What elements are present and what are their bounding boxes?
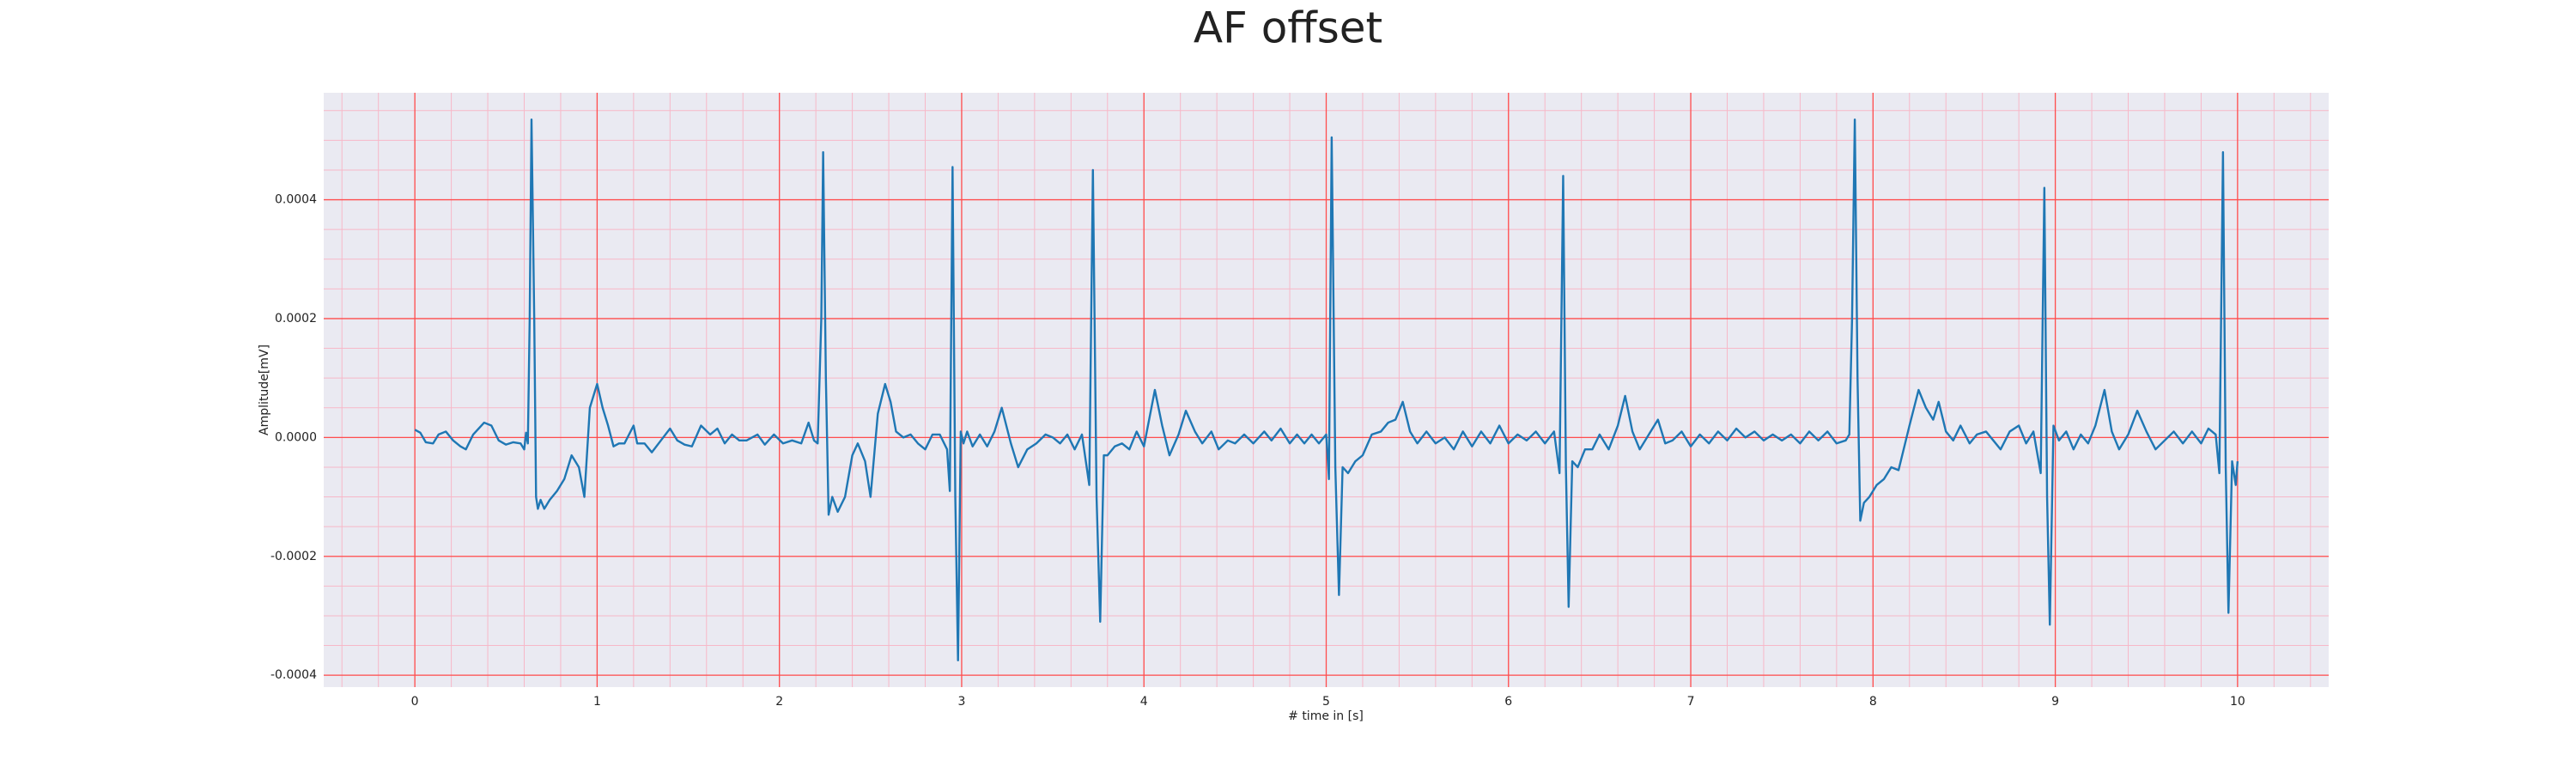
x-tick-label: 1: [593, 695, 601, 709]
x-axis-label: # time in [s]: [1288, 709, 1364, 723]
chart-title: AF offset: [1194, 3, 1382, 53]
x-tick-label: 7: [1687, 695, 1695, 709]
signal-line: [414, 118, 2239, 662]
x-tick-label: 6: [1504, 695, 1512, 709]
y-tick-label: 0.0000: [275, 430, 317, 444]
x-tick-label: 8: [1869, 695, 1877, 709]
x-tick-label: 9: [2051, 695, 2059, 709]
y-tick-label: 0.0004: [275, 193, 317, 207]
y-axis-label: Amplitude[mV]: [258, 344, 271, 435]
x-tick-label: 2: [775, 695, 783, 709]
x-tick-label: 3: [957, 695, 965, 709]
y-tick-label: 0.0002: [275, 312, 317, 326]
x-tick-label: 5: [1322, 695, 1330, 709]
y-tick-label: -0.0004: [270, 668, 317, 682]
x-tick-label: 0: [411, 695, 419, 709]
x-tick-label: 10: [2230, 695, 2245, 709]
x-tick-label: 4: [1140, 695, 1148, 709]
y-tick-label: -0.0002: [270, 550, 317, 563]
